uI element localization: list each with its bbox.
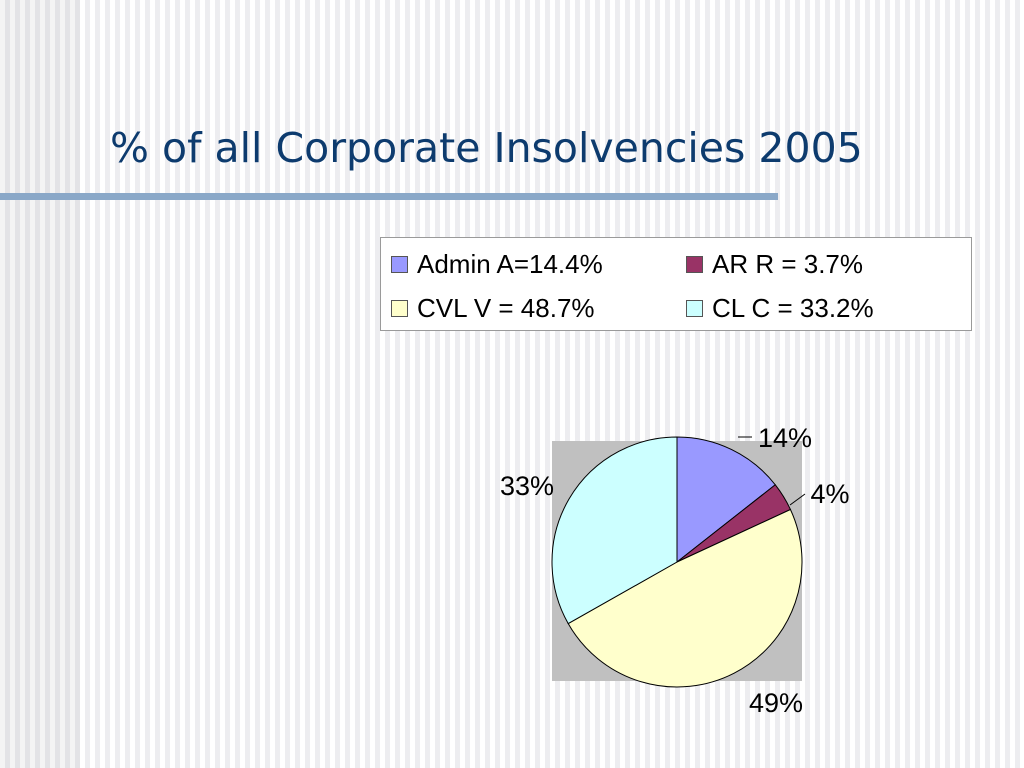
data-label-cvl: 49% (749, 688, 803, 718)
legend-label-ar: AR R = 3.7% (712, 249, 864, 279)
legend-label-cl: CL C = 33.2% (712, 293, 874, 323)
pie-slice-admin (676, 436, 776, 564)
data-label-cl: 33% (500, 471, 554, 501)
legend-item-cvl: CVL V = 48.7% (391, 293, 595, 324)
data-labels: 14% 4% 49% 33% (500, 423, 850, 718)
legend-swatch-cl (686, 300, 703, 317)
legend-item-ar: AR R = 3.7% (686, 249, 863, 280)
pie-slices (551, 436, 803, 688)
pie-slice-cvl (567, 508, 803, 688)
legend-item-cl: CL C = 33.2% (686, 293, 874, 324)
data-label-ar: 4% (810, 479, 849, 509)
legend-label-admin: Admin A=14.4% (417, 249, 603, 279)
slide-title: % of all Corporate Insolvencies 2005 (110, 124, 863, 172)
data-label-admin: 14% (758, 423, 812, 453)
legend-swatch-admin (391, 256, 408, 273)
legend-item-admin: Admin A=14.4% (391, 249, 603, 280)
leader-line-ar (789, 493, 806, 506)
pie-slice-cl (551, 436, 678, 625)
title-underline (0, 193, 778, 200)
legend-swatch-ar (686, 256, 703, 273)
chart-legend: Admin A=14.4% AR R = 3.7% CVL V = 48.7% … (380, 237, 972, 331)
legend-label-cvl: CVL V = 48.7% (417, 293, 595, 323)
leader-lines (738, 436, 806, 506)
legend-swatch-cvl (391, 300, 408, 317)
